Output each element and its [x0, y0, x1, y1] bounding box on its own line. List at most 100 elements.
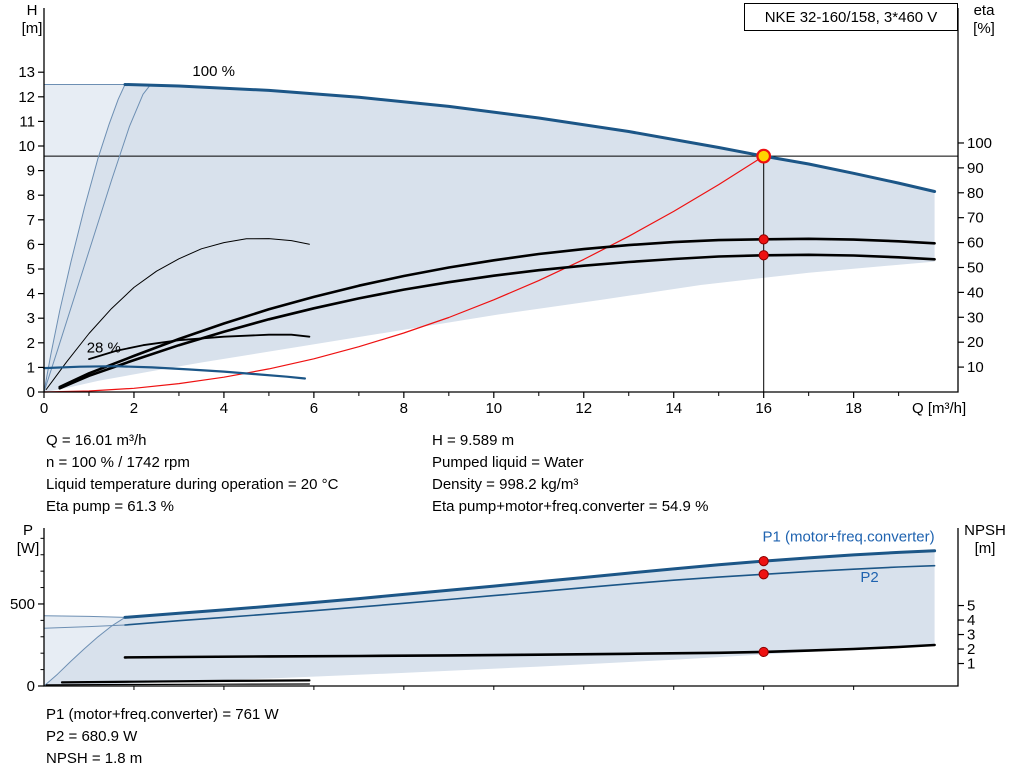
- right-axis-tick-label: 50: [967, 259, 984, 276]
- power-envelope-region: [44, 550, 935, 686]
- npsh-axis-title-symbol: NPSH: [964, 522, 1006, 539]
- power-info-column: P1 (motor+freq.converter) = 761 W P2 = 6…: [46, 704, 279, 770]
- duty-info-right-column: H = 9.589 m Pumped liquid = Water Densit…: [432, 430, 708, 518]
- p2-curve: [124, 564, 936, 626]
- power-low-speed-curve: [60, 679, 311, 684]
- low-flow-region: [44, 84, 125, 392]
- pump-curve-28pct: [42, 365, 306, 380]
- eta-axis-title-symbol: eta: [973, 2, 995, 19]
- info-line-npsh: NPSH = 1.8 m: [46, 750, 143, 767]
- right-axis-tick-label: 5: [967, 598, 975, 615]
- p2-curve-label: P2: [860, 569, 878, 586]
- eta-axis-title-unit: [%]: [973, 20, 995, 37]
- left-axis-tick-label: 11: [19, 113, 35, 130]
- power-low-flow-region: [44, 615, 125, 686]
- right-axis-tick-label: 80: [967, 185, 984, 202]
- info-line-flow: Q = 16.01 m³/h: [46, 432, 147, 449]
- hq-axes: [43, 8, 959, 393]
- left-axis-tick-label: 9: [27, 163, 35, 180]
- power-npsh-axes: [43, 528, 959, 687]
- right-axis-tick-label: 60: [967, 235, 984, 252]
- npsh-curve: [123, 643, 936, 659]
- left-axis-tick-label: 0: [27, 678, 35, 695]
- pump-model-title-box: NKE 32-160/158, 3*460 V: [744, 3, 958, 31]
- npsh-duty-dot: [758, 646, 769, 658]
- power-left-edge: [43, 616, 126, 687]
- x-axis-tick-label: 12: [575, 400, 592, 417]
- right-axis-tick-label: 3: [967, 627, 975, 644]
- npsh-axis-title-unit: [m]: [974, 540, 996, 557]
- x-axis-tick-label: 2: [130, 400, 138, 417]
- p-axis-title-unit: [W]: [16, 540, 40, 557]
- left-axis-tick-label: 13: [18, 64, 35, 81]
- power-low-speed-curve-2: [45, 683, 310, 686]
- speed-envelope-region: [44, 84, 935, 392]
- right-axis-tick-label: 20: [967, 334, 984, 351]
- info-line-p2: P2 = 680.9 W: [46, 728, 138, 745]
- left-axis-tick-label: 5: [27, 261, 35, 278]
- hq-chart-group: 0123456789101112131020304050607080901000…: [18, 8, 992, 417]
- envelope-left-edge-2: [43, 85, 151, 393]
- x-axis-tick-label: 8: [400, 400, 408, 417]
- p1-curve: [123, 549, 937, 619]
- info-line-density: Density = 998.2 kg/m³: [432, 476, 579, 493]
- left-axis-tick-label: 10: [18, 138, 35, 155]
- speed-100-label: 100 %: [192, 63, 235, 80]
- h-axis-title: H [m]: [12, 2, 52, 38]
- duty-point: [756, 148, 772, 164]
- x-axis-tick-label: 14: [665, 400, 682, 417]
- eta-total-curve: [58, 253, 936, 390]
- x-axis-tick-label: 0: [40, 400, 48, 417]
- info-line-liquid-temp: Liquid temperature during operation = 20…: [46, 476, 339, 493]
- right-axis-tick-label: 4: [967, 612, 975, 629]
- p2-duty-dot: [758, 569, 769, 580]
- x-axis-tick-label: 6: [310, 400, 318, 417]
- left-axis-tick-label: 0: [27, 384, 35, 401]
- eta-pump-duty-dot: [758, 234, 769, 245]
- envelope-left-edge-1: [43, 84, 126, 393]
- right-axis-tick-label: 70: [967, 210, 984, 227]
- duty-info-left-column: Q = 16.01 m³/h n = 100 % / 1742 rpm Liqu…: [46, 430, 338, 518]
- p-axis-title-symbol: P: [22, 522, 33, 539]
- left-axis-tick-label: 8: [27, 187, 35, 204]
- right-axis-tick-label: 90: [967, 160, 984, 177]
- eta-axis-title: eta [%]: [962, 2, 1006, 38]
- p1-zeroflow-line: [43, 615, 126, 618]
- p1-curve-label: P1 (motor+freq.converter): [762, 529, 934, 546]
- right-axis-tick-label: 10: [967, 359, 984, 376]
- p-axis-title: P [W]: [8, 522, 48, 558]
- system-curve: [43, 155, 765, 393]
- left-axis-tick-label: 2: [27, 335, 35, 352]
- eta-total-duty-dot: [758, 250, 769, 261]
- left-axis-tick-label: 500: [10, 596, 35, 613]
- left-axis-tick-label: 1: [27, 359, 35, 376]
- x-axis-tick-label: 4: [220, 400, 228, 417]
- h-axis-title-unit: [m]: [21, 20, 43, 37]
- right-axis-tick-label: 1: [967, 656, 975, 673]
- right-axis-tick-label: 2: [967, 641, 975, 658]
- info-line-eta-pump: Eta pump = 61.3 %: [46, 498, 174, 515]
- pump-model-title: NKE 32-160/158, 3*460 V: [764, 8, 938, 26]
- info-line-speed: n = 100 % / 1742 rpm: [46, 454, 190, 471]
- x-axis-tick-label: 16: [755, 400, 772, 417]
- info-line-eta-total: Eta pump+motor+freq.converter = 54.9 %: [432, 498, 709, 515]
- x-axis-tick-label: 18: [845, 400, 862, 417]
- left-axis-tick-label: 7: [27, 212, 35, 229]
- right-axis-tick-label: 100: [967, 135, 992, 152]
- right-axis-tick-label: 40: [967, 284, 984, 301]
- left-axis-tick-label: 12: [18, 89, 35, 106]
- pump-curve-100pct: [123, 83, 937, 193]
- left-axis-tick-label: 6: [27, 236, 35, 253]
- x-axis-tick-label: 10: [485, 400, 502, 417]
- left-axis-tick-label: 4: [27, 286, 35, 303]
- info-line-p1: P1 (motor+freq.converter) = 761 W: [46, 706, 279, 723]
- left-axis-tick-label: 3: [27, 310, 35, 327]
- speed-28-label: 28 %: [87, 340, 121, 357]
- p1-duty-dot: [758, 556, 769, 567]
- eta-pump-curve: [58, 237, 936, 389]
- eta-partload-thin-curve: [45, 238, 310, 390]
- h-axis-title-symbol: H: [26, 2, 38, 19]
